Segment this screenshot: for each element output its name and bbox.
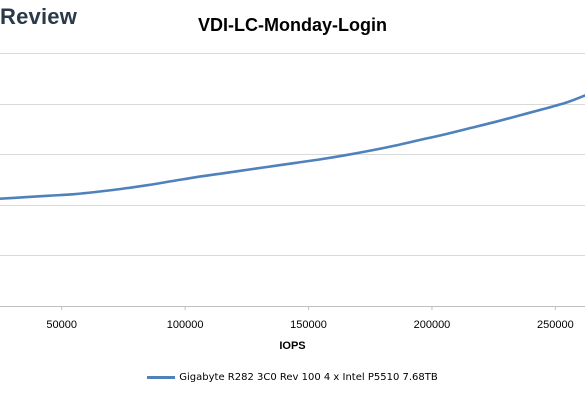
x-tick-label: 50000 [46, 319, 77, 331]
x-tick-label: 100000 [167, 319, 204, 331]
x-tick-label: 250000 [537, 319, 574, 331]
x-axis-label: IOPS [279, 340, 305, 352]
x-tick-label: 200000 [414, 319, 451, 331]
legend-swatch [147, 376, 176, 379]
x-tick-label: 150000 [290, 319, 327, 331]
x-tick-labels: 50000 100000 150000 200000 250000 [46, 306, 574, 331]
legend: Gigabyte R282 3C0 Rev 100 4 x Intel P551… [0, 372, 585, 383]
series-line [0, 94, 585, 201]
legend-label: Gigabyte R282 3C0 Rev 100 4 x Intel P551… [179, 372, 438, 383]
review-logo: Review [0, 4, 78, 29]
series-layer [0, 94, 585, 201]
chart-title: VDI-LC-Monday-Login [198, 15, 387, 35]
grid-lines [0, 53, 585, 307]
